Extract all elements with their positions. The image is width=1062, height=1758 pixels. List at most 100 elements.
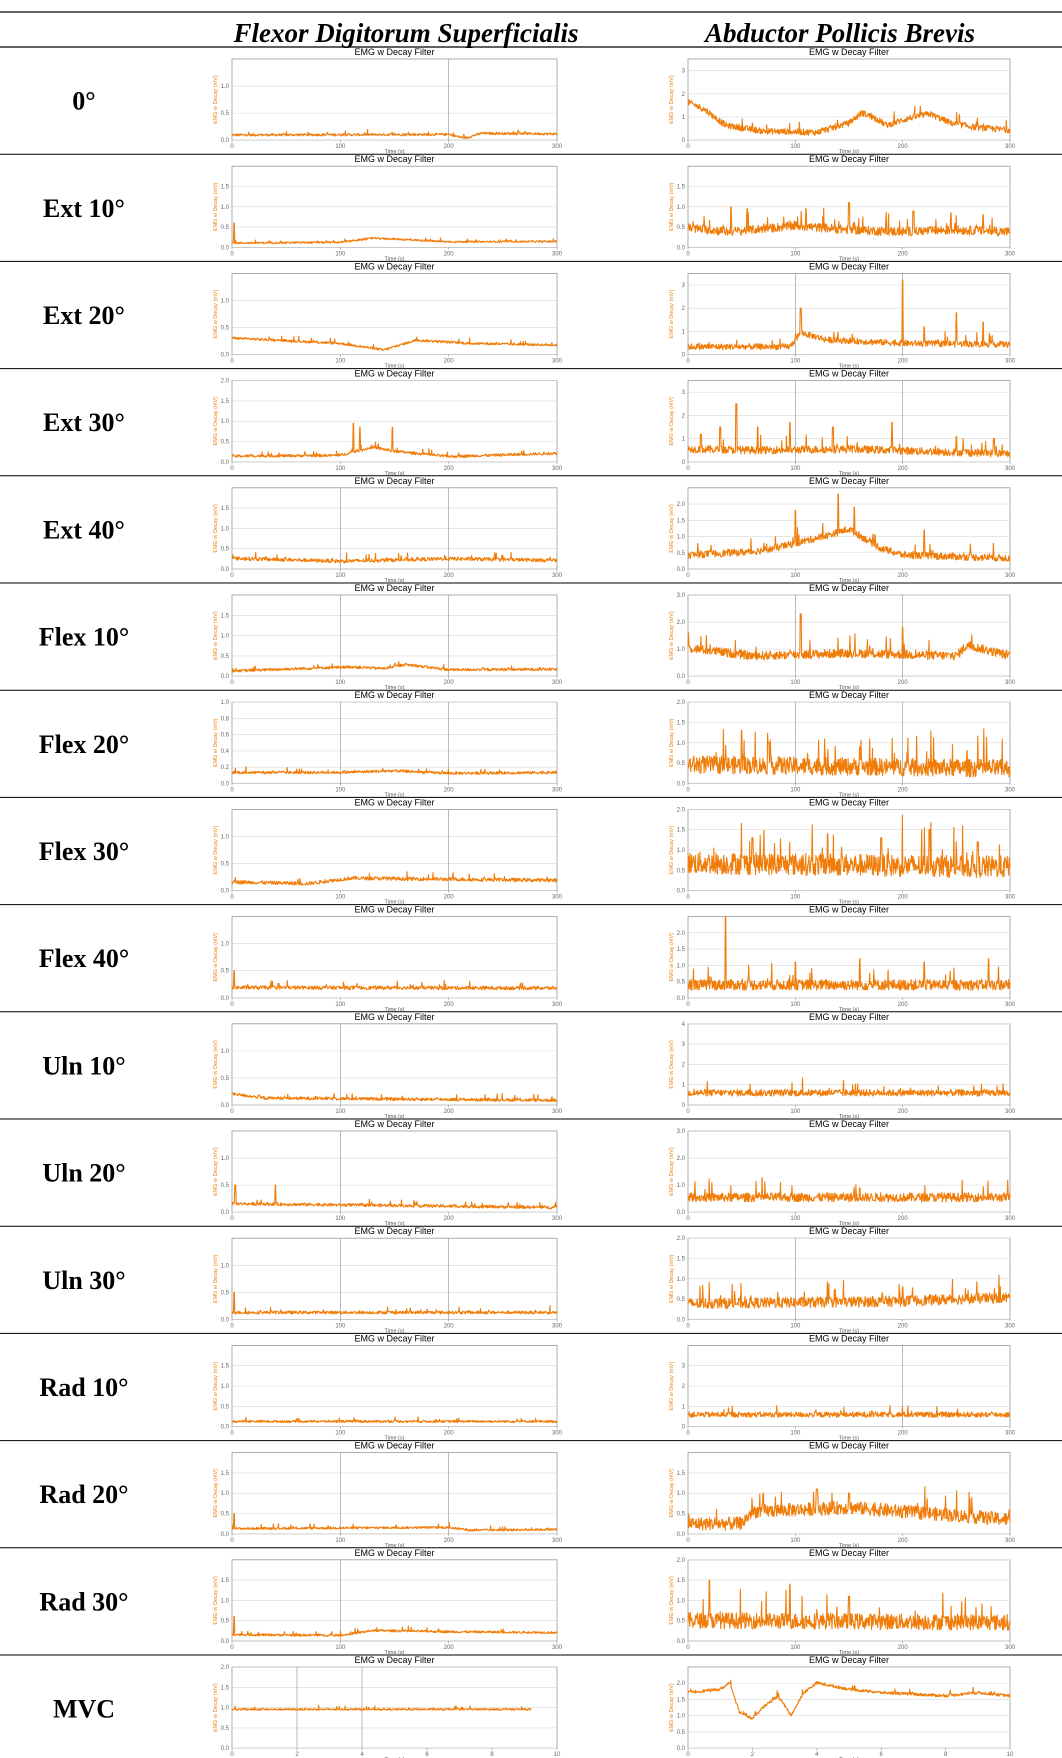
x-tick-label: 100	[790, 1216, 801, 1222]
y-axis-label: EMG w Decay (mV)	[213, 1254, 219, 1303]
x-axis-label: Time (s)	[385, 471, 405, 477]
emg-plot: EMG w Decay Filter 0 1 2 3 4 0 100 200 300 Time (s…	[669, 1012, 1016, 1120]
x-tick-label: 200	[444, 251, 455, 257]
plot-title: EMG w Decay Filter	[809, 1655, 889, 1665]
x-tick-label: 100	[335, 1109, 346, 1115]
y-tick-label: 1.0	[221, 1263, 230, 1269]
x-tick-label: 100	[790, 680, 801, 686]
y-tick-label: 1.0	[221, 634, 230, 640]
plot-frame	[231, 916, 558, 999]
y-tick-label: 0.0	[221, 1425, 230, 1431]
x-tick-label: 100	[790, 359, 801, 365]
emg-trace	[231, 1091, 558, 1103]
y-tick-label: 1.5	[677, 828, 686, 834]
y-tick-label: 0.5	[221, 111, 230, 117]
y-tick-label: 3	[682, 1042, 686, 1048]
plot-title: EMG w Decay Filter	[809, 476, 889, 486]
x-tick-label: 200	[898, 1538, 909, 1544]
x-tick-label: 0	[686, 1431, 690, 1437]
y-tick-label: 1.0	[221, 1049, 230, 1055]
emg-trace	[687, 279, 1011, 351]
y-tick-label: 0.0	[221, 996, 230, 1002]
x-axis-label: Time (s)	[385, 1007, 405, 1013]
x-tick-label: 200	[444, 1323, 455, 1329]
x-tick-label: 100	[335, 251, 346, 257]
x-axis-label: Time (s)	[839, 1221, 859, 1227]
x-tick-label: 0	[230, 1323, 234, 1329]
x-tick-label: 0	[230, 1216, 234, 1222]
emg-plot: EMG w Decay Filter 0.0 0.5 1.0 1.5 2.0 0 100 200…	[669, 476, 1016, 584]
x-tick-label: 100	[790, 1645, 801, 1651]
y-axis-label: EMG w Decay (mV)	[213, 1362, 219, 1411]
row-label: Rad 10°	[39, 1373, 128, 1402]
y-axis-label: EMG w Decay (mV)	[669, 182, 675, 231]
y-tick-label: 2.0	[677, 700, 686, 706]
x-axis-label: Time (s)	[839, 792, 859, 798]
x-tick-label: 200	[898, 1323, 909, 1329]
emg-trace	[687, 403, 1011, 458]
x-tick-label: 200	[898, 359, 909, 365]
plot-title: EMG w Decay Filter	[354, 583, 434, 593]
x-axis-label: Time (s)	[385, 1328, 405, 1334]
x-tick-label: 0	[686, 895, 690, 901]
x-tick-label: 0	[686, 573, 690, 579]
row-label: Flex 10°	[39, 623, 130, 652]
x-axis-label: Time (s)	[385, 1114, 405, 1120]
y-tick-label: 0.0	[221, 1317, 230, 1323]
y-axis-label: EMG w Decay (mV)	[213, 182, 219, 231]
plot-frame	[231, 1130, 558, 1213]
y-tick-label: 1.0	[677, 535, 686, 541]
plot-title: EMG w Decay Filter	[809, 905, 889, 915]
y-tick-label: 0.5	[677, 868, 686, 874]
row-label: Rad 30°	[39, 1587, 128, 1616]
y-tick-label: 2	[682, 92, 686, 98]
x-tick-label: 0	[686, 466, 690, 472]
row-label: Ext 30°	[43, 408, 125, 437]
y-tick-label: 1.0	[677, 1714, 686, 1720]
x-tick-label: 200	[898, 1645, 909, 1651]
x-tick-label: 300	[1005, 573, 1016, 579]
y-axis-label: EMG w Decay (mV)	[669, 826, 675, 875]
x-tick-label: 200	[444, 1538, 455, 1544]
emg-plot: EMG w Decay Filter 0 1 2 3 0 100 200 300 Time (s)…	[669, 47, 1016, 155]
x-tick-label: 300	[1005, 466, 1016, 472]
y-tick-label: 0.0	[221, 1746, 230, 1752]
emg-plot: EMG w Decay Filter 0.0 0.5 1.0 0 100 200 300 Tim…	[213, 1119, 563, 1227]
x-tick-label: 0	[686, 1109, 690, 1115]
plot-frame	[231, 1023, 558, 1106]
y-tick-label: 0.5	[221, 225, 230, 231]
y-tick-label: 2.0	[677, 620, 686, 626]
emg-trace	[687, 1405, 1011, 1418]
y-tick-label: 0.0	[221, 567, 230, 573]
x-axis-label: Time (s)	[839, 578, 859, 584]
plot-title: EMG w Decay Filter	[354, 1119, 434, 1129]
y-axis-label: EMG w Decay (mV)	[213, 1683, 219, 1732]
y-axis-label: EMG w Decay (mV)	[669, 1362, 675, 1411]
plot-frame	[687, 594, 1011, 677]
y-tick-label: 0	[682, 353, 686, 359]
x-tick-label: 300	[1005, 787, 1016, 793]
y-tick-label: 0	[682, 138, 686, 144]
y-tick-label: 1.5	[221, 506, 230, 512]
y-tick-label: 1.5	[221, 399, 230, 405]
y-tick-label: 0.8	[221, 716, 230, 722]
x-tick-label: 200	[444, 359, 455, 365]
y-tick-label: 1	[682, 1404, 686, 1410]
y-tick-label: 0.0	[677, 889, 686, 895]
x-tick-label: 100	[335, 1431, 346, 1437]
x-axis-label: Time (s)	[839, 1650, 859, 1656]
row-label: Ext 20°	[43, 301, 125, 330]
x-tick-label: 200	[898, 466, 909, 472]
y-tick-label: 0.5	[221, 1290, 230, 1296]
x-tick-label: 300	[552, 1645, 563, 1651]
x-tick-label: 300	[552, 1109, 563, 1115]
emg-trace	[231, 422, 558, 459]
x-axis-label: Time (s)	[385, 1650, 405, 1656]
y-axis-label: EMG w Decay (mV)	[213, 290, 219, 339]
plot-title: EMG w Decay Filter	[354, 261, 434, 271]
x-tick-label: 300	[552, 1538, 563, 1544]
y-tick-label: 0.5	[677, 1730, 686, 1736]
y-tick-label: 0.0	[221, 245, 230, 251]
y-tick-label: 2.0	[221, 1665, 230, 1671]
